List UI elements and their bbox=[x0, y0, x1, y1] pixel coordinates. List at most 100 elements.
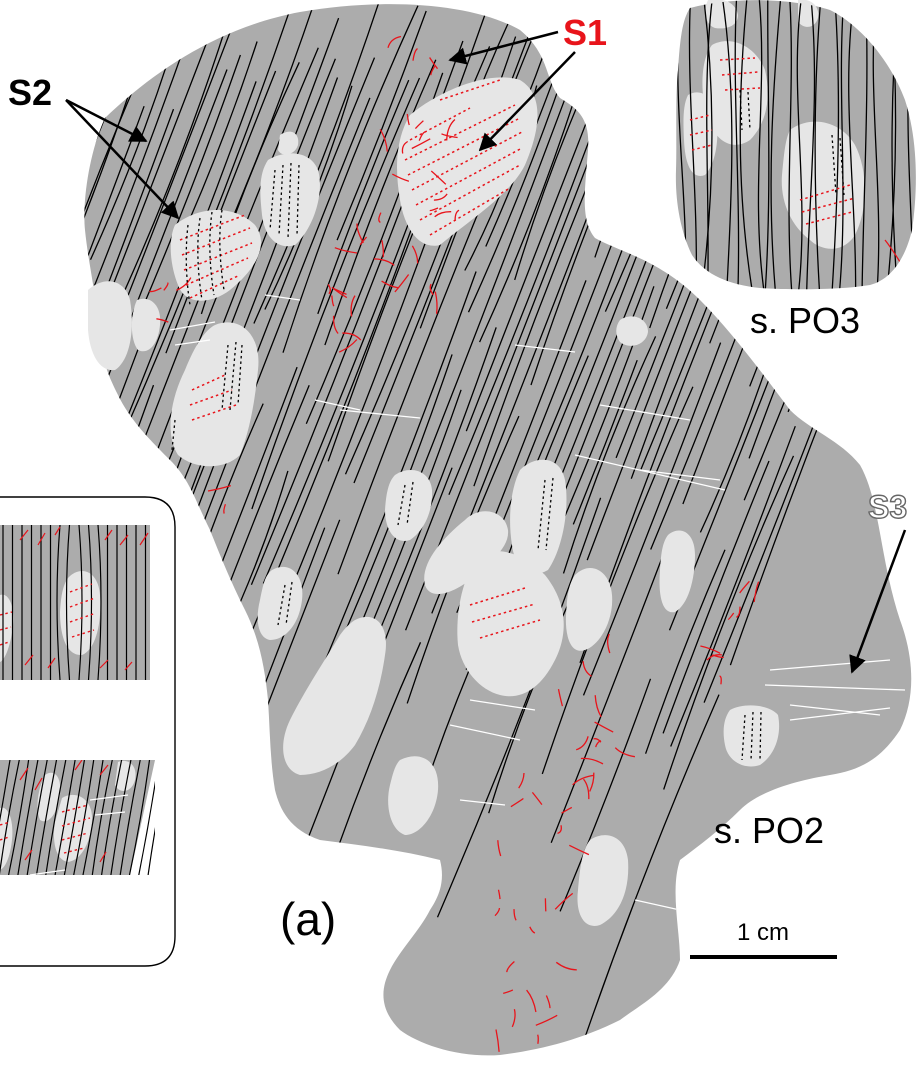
inset-s3 bbox=[29, 794, 129, 875]
clast bbox=[683, 92, 718, 176]
s1-crenulation bbox=[378, 212, 382, 223]
s1-crenulation bbox=[706, 654, 722, 661]
s1-crenulation bbox=[594, 695, 602, 718]
s2-trace bbox=[84, 72, 137, 353]
clast bbox=[131, 298, 161, 352]
s1-crenulation bbox=[334, 247, 358, 254]
s2-trace bbox=[814, 0, 822, 290]
inset-trace bbox=[73, 759, 95, 875]
inset-frame bbox=[0, 496, 176, 967]
label-s1: S1 bbox=[563, 12, 607, 53]
s2-trace bbox=[848, 0, 857, 290]
s2-trace bbox=[337, 193, 487, 575]
s1-crenulation bbox=[411, 245, 419, 264]
s3-trace bbox=[789, 707, 891, 721]
s1-crenulation bbox=[537, 1034, 539, 1044]
s3-trace bbox=[339, 409, 421, 419]
s1-crenulation bbox=[373, 258, 395, 266]
s1-crenulation bbox=[497, 889, 501, 900]
s1-crenulation bbox=[595, 740, 602, 748]
inset-trace bbox=[101, 759, 123, 875]
inset-trace bbox=[8, 759, 30, 875]
s2-trace bbox=[84, 105, 145, 524]
s3-trace bbox=[789, 704, 881, 716]
s1-crenulation bbox=[350, 295, 356, 317]
s1-crenulation bbox=[429, 283, 434, 296]
s2-trace bbox=[594, 26, 686, 258]
clast bbox=[565, 567, 613, 651]
inset-trace bbox=[45, 759, 67, 875]
s2-internal-foliation bbox=[171, 162, 762, 761]
s1-crenulation bbox=[176, 277, 192, 291]
inset-trace bbox=[128, 759, 151, 875]
s1-crenulation bbox=[529, 926, 536, 934]
s2-trace bbox=[559, 678, 652, 912]
scale-bar: 1 cm bbox=[690, 919, 837, 959]
s2-trace bbox=[562, 336, 657, 574]
s1-crenulation bbox=[727, 612, 735, 621]
arrow-s1-lower bbox=[478, 51, 576, 152]
s1-crenulation bbox=[418, 131, 426, 141]
label-sample-po2: s. PO2 bbox=[714, 810, 824, 851]
s1-crenulation bbox=[557, 688, 564, 707]
s2-trace bbox=[706, 0, 714, 290]
s1-crenulation bbox=[503, 989, 514, 995]
s1-crenulation bbox=[554, 892, 574, 910]
s3-trace bbox=[449, 724, 521, 741]
s3-trace bbox=[574, 454, 726, 491]
clast bbox=[283, 616, 386, 775]
s1-relict-foliation bbox=[149, 35, 760, 1052]
s2-trace bbox=[0, 99, 23, 435]
s2-trace bbox=[0, 66, 15, 589]
arrow-s2-upper bbox=[65, 98, 148, 143]
s2-trace bbox=[282, 5, 419, 353]
s2-trace bbox=[136, 54, 242, 321]
s1-crenulation bbox=[401, 140, 409, 154]
s1-crenulation bbox=[207, 484, 231, 492]
s1-crenulation bbox=[531, 791, 543, 805]
s1-crenulation bbox=[411, 138, 431, 150]
s2-trace bbox=[831, 0, 840, 290]
s2-trace bbox=[739, 0, 754, 290]
inset-trace bbox=[82, 759, 104, 875]
s2-trace bbox=[0, 45, 82, 588]
s1-crenulation bbox=[572, 774, 594, 786]
s3-trace bbox=[264, 294, 301, 301]
s1-crenulation bbox=[391, 173, 410, 182]
clast bbox=[278, 131, 299, 155]
inset-trace bbox=[147, 759, 155, 875]
inset-trace bbox=[63, 759, 85, 875]
s1-crenulation bbox=[569, 844, 590, 856]
s3-trace bbox=[514, 344, 576, 353]
s1-crenulation bbox=[753, 581, 760, 602]
clast bbox=[457, 551, 564, 697]
schematic-inset bbox=[0, 496, 176, 967]
s1-crenulation bbox=[429, 57, 439, 70]
s1-crenulation bbox=[434, 291, 438, 314]
s2-trace bbox=[757, 0, 766, 290]
s2-trace bbox=[262, 4, 490, 584]
s1-crenulation bbox=[163, 282, 169, 291]
inset-trace bbox=[17, 759, 39, 875]
s2-trace bbox=[89, 57, 170, 260]
s2-trace bbox=[126, 4, 297, 426]
s2-trace bbox=[734, 0, 740, 290]
s2-trace bbox=[364, 327, 497, 666]
s2-trace bbox=[251, 77, 421, 510]
inset-trace bbox=[78, 525, 83, 681]
s2-trace bbox=[770, 0, 782, 290]
s1-crenulation bbox=[580, 757, 604, 765]
s1-crenulation bbox=[331, 286, 348, 299]
s2-trace bbox=[0, 25, 17, 293]
inset-trace bbox=[65, 525, 71, 681]
s3-trace bbox=[314, 399, 361, 411]
inset-trace bbox=[0, 759, 11, 875]
s3-trace bbox=[769, 659, 891, 671]
s2-trace bbox=[0, 103, 31, 517]
s2-trace bbox=[353, 4, 544, 484]
s1-crenulation bbox=[149, 287, 162, 293]
s2-trace bbox=[342, 81, 573, 670]
s1-crenulation bbox=[614, 747, 636, 758]
s1-crenulation bbox=[557, 825, 562, 835]
s1-crenulation bbox=[223, 503, 227, 514]
